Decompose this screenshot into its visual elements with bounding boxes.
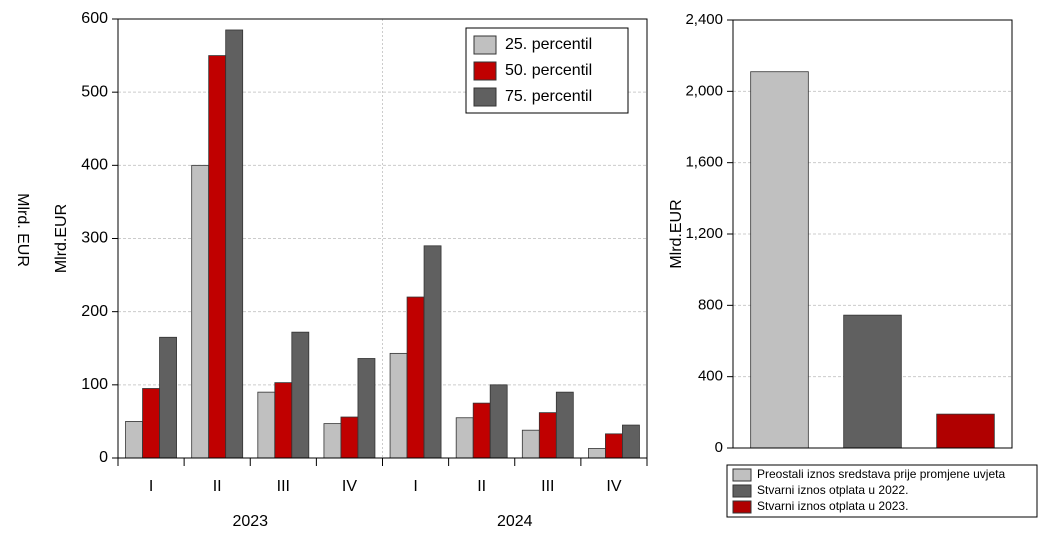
bar xyxy=(455,417,474,459)
bar xyxy=(605,433,623,459)
y-tick-label: 300 xyxy=(81,230,108,247)
legend-label: Preostali iznos sredstava prije promjene… xyxy=(757,467,1005,481)
group-label: 2024 xyxy=(497,513,533,530)
plot-frame xyxy=(732,19,1013,449)
x-tick-label: II xyxy=(213,478,222,495)
legend-swatch xyxy=(732,484,752,498)
legend-label: 50. percentil xyxy=(505,62,592,79)
legend-swatch xyxy=(732,468,752,482)
y-tick-label: 0 xyxy=(99,449,108,466)
bar xyxy=(191,164,210,459)
x-tick-label: II xyxy=(477,478,486,495)
y-axis-label: Mlrd.EUR xyxy=(53,204,70,273)
bar xyxy=(843,314,902,449)
bar xyxy=(323,423,342,459)
legend-label: Stvarni iznos otplata u 2023. xyxy=(757,499,908,513)
bar xyxy=(225,29,244,459)
bar xyxy=(357,358,376,459)
y-tick-label: 200 xyxy=(81,303,108,320)
bar xyxy=(159,336,177,459)
bar xyxy=(208,55,227,459)
legend-swatch xyxy=(732,500,752,514)
y-tick-label: 1,200 xyxy=(685,225,723,242)
bar xyxy=(622,424,640,459)
legend-swatch xyxy=(473,87,497,107)
bar xyxy=(142,388,160,459)
legend-box xyxy=(726,464,1038,518)
bar xyxy=(936,413,995,449)
y-tick-label: 1,600 xyxy=(685,154,723,171)
bar xyxy=(555,391,574,459)
bar xyxy=(406,296,425,459)
y-tick-label: 0 xyxy=(715,439,723,456)
plot-frame xyxy=(117,18,648,459)
y-tick-label: 600 xyxy=(81,10,108,27)
y-tick-label: 400 xyxy=(81,157,108,174)
bar xyxy=(257,391,276,459)
bar xyxy=(489,384,508,459)
y-tick-label: 400 xyxy=(698,368,723,385)
legend-label: 75. percentil xyxy=(505,88,592,105)
x-tick-label: IV xyxy=(342,478,357,495)
x-tick-label: I xyxy=(413,478,417,495)
y-tick-label: 100 xyxy=(81,376,108,393)
y-tick-label: 2,400 xyxy=(685,11,723,28)
bar xyxy=(750,71,809,449)
y-tick-label: 2,000 xyxy=(685,82,723,99)
bar xyxy=(521,429,540,459)
bar xyxy=(340,416,359,459)
bar xyxy=(423,245,442,459)
cropped-y-label: Mlrd. EUR xyxy=(14,193,31,267)
legend-label: Stvarni iznos otplata u 2022. xyxy=(757,483,908,497)
bar xyxy=(538,412,557,459)
legend-swatch xyxy=(473,35,497,55)
x-tick-label: III xyxy=(541,478,554,495)
y-tick-label: 500 xyxy=(81,83,108,100)
bar xyxy=(389,352,408,459)
legend-label: 25. percentil xyxy=(505,36,592,53)
legend-swatch xyxy=(473,61,497,81)
group-label: 2023 xyxy=(232,513,268,530)
x-tick-label: III xyxy=(277,478,290,495)
y-axis-label: Mlrd.EUR xyxy=(668,199,685,268)
bar xyxy=(125,421,143,459)
bar xyxy=(291,331,310,459)
x-tick-label: I xyxy=(149,478,153,495)
x-tick-label: IV xyxy=(606,478,621,495)
bar xyxy=(588,448,606,459)
bar xyxy=(472,402,491,459)
y-tick-label: 800 xyxy=(698,296,723,313)
bar xyxy=(274,382,293,459)
